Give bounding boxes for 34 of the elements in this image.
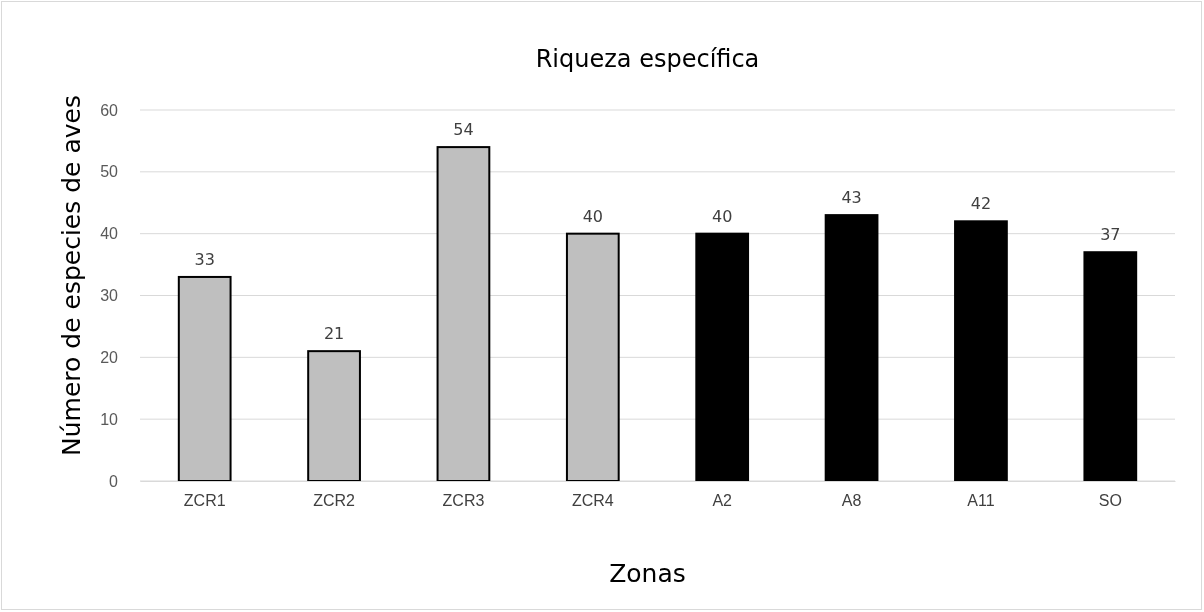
x-tick-label: A2: [712, 492, 733, 510]
data-label: 42: [970, 194, 992, 214]
y-tick-label: 0: [109, 472, 119, 490]
x-tick-label: ZCR1: [183, 492, 226, 510]
chart-title: Riqueza específica: [535, 45, 760, 73]
bar: [565, 232, 620, 482]
bar: [954, 220, 1008, 482]
y-tick-label: 40: [100, 225, 119, 243]
data-label: 40: [712, 206, 733, 226]
x-tick-label: A11: [967, 492, 995, 510]
data-label: 54: [453, 120, 474, 140]
data-label: 40: [582, 206, 603, 226]
data-label: 43: [841, 188, 862, 208]
x-tick-label: SO: [1098, 492, 1122, 510]
bar: [695, 232, 750, 482]
y-axis-title: Número de especies de aves: [57, 95, 86, 456]
x-tick-label: ZCR4: [571, 492, 614, 510]
x-tick-label: ZCR3: [442, 492, 485, 510]
data-label: 33: [194, 249, 215, 269]
y-tick-label: 30: [100, 287, 119, 305]
bar: [824, 214, 879, 482]
data-label: 21: [323, 324, 345, 344]
bar: [436, 146, 491, 482]
data-label: 37: [1100, 225, 1121, 245]
bar: [1083, 251, 1138, 482]
y-tick-label: 10: [100, 410, 119, 428]
bar: [307, 350, 361, 482]
y-tick-label: 20: [100, 348, 119, 366]
x-axis-title: Zonas: [609, 559, 686, 588]
x-tick-label: ZCR2: [313, 492, 356, 510]
bar: [177, 275, 232, 482]
x-tick-label: A8: [841, 492, 862, 510]
y-tick-label: 60: [100, 101, 119, 119]
y-tick-label: 50: [100, 163, 119, 181]
